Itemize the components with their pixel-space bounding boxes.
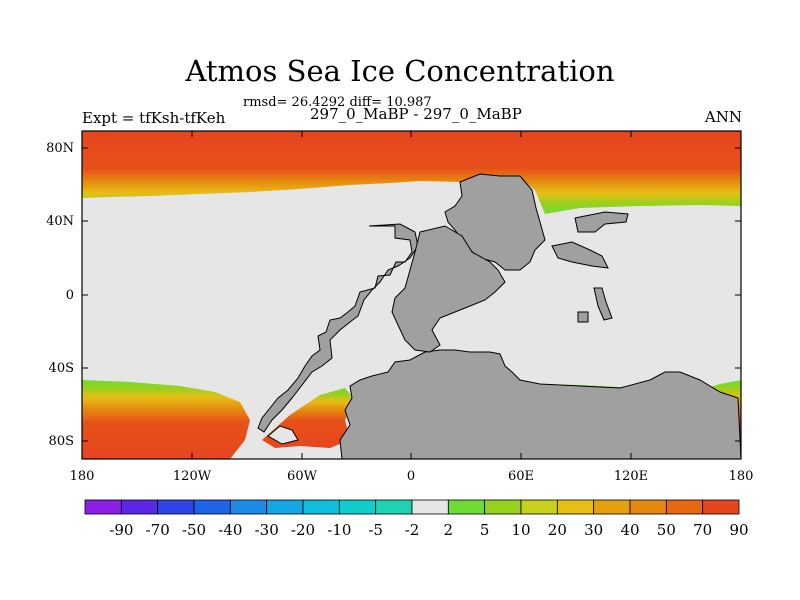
colorbar-label: -5 [368, 521, 383, 539]
colorbar-swatch [193, 499, 231, 515]
lat-tick-label: 80S [49, 434, 74, 449]
colorbar-swatch [411, 499, 449, 515]
lat-tick-label: 40S [49, 361, 74, 376]
lon-tick-label: 0 [407, 469, 415, 484]
colorbar-swatch [447, 499, 486, 515]
colorbar-label: -2 [405, 521, 420, 539]
americas-land [257, 223, 419, 433]
lon-tick-label: 120E [614, 469, 648, 484]
lon-tick-label: 120W [173, 469, 212, 484]
colorbar-label: -50 [182, 521, 206, 539]
colorbar-swatch [702, 499, 740, 515]
colorbar-swatch [338, 499, 377, 515]
colorbar-label: 2 [444, 521, 454, 539]
colorbar-label: -30 [255, 521, 279, 539]
colorbar-swatch [229, 499, 268, 515]
stats-label: rmsd= 26.4292 diff= 10.987 [243, 95, 432, 110]
plot-title: Atmos Sea Ice Concentration [185, 54, 615, 88]
south-pacific-ice [82, 380, 250, 459]
colorbar-label: 50 [657, 521, 676, 539]
colorbar-swatch [556, 499, 595, 515]
lon-tick-label: 60W [287, 469, 318, 484]
colorbar-swatch [375, 499, 413, 515]
southern-ocean-opening [267, 425, 299, 445]
colorbar-label: 20 [548, 521, 567, 539]
axis-ticks [81, 131, 742, 459]
experiment-label: Expt = tfKsh-tfKeh [82, 109, 226, 127]
lat-tick-label: 80N [46, 141, 74, 156]
gondwana-land [339, 349, 741, 459]
east-island-land [551, 241, 609, 269]
lon-tick-label: 180 [70, 469, 95, 484]
colorbar-swatch [520, 499, 558, 515]
lat-tick-label: 0 [66, 288, 74, 303]
colorbar-label: 90 [729, 521, 748, 539]
colorbar-swatch [302, 499, 340, 515]
east-island-land [593, 287, 613, 321]
colorbar-swatch [629, 499, 667, 515]
colorbar-label: 10 [511, 521, 530, 539]
colorbar-swatch [84, 499, 122, 515]
colorbar-label: -10 [327, 521, 351, 539]
run-label: 297_0_MaBP - 297_0_MaBP [310, 105, 522, 123]
lat-tick-label: 40N [46, 214, 74, 229]
colorbar: -90 -70 -50 -40 -30 -20 -10 -5 -2 2 5 10 20 30 40 50 70 9… [84, 499, 749, 539]
colorbar-swatch [665, 499, 704, 515]
lon-tick-label: 60E [508, 469, 534, 484]
colorbar-swatch [593, 499, 631, 515]
season-label: ANN [704, 108, 742, 126]
colorbar-swatch [266, 499, 304, 515]
map-field [82, 131, 741, 459]
arctic-ice-band [82, 131, 741, 214]
colorbar-label: -70 [146, 521, 170, 539]
colorbar-swatch [120, 499, 159, 515]
colorbar-label: -40 [218, 521, 242, 539]
colorbar-swatch [157, 499, 195, 515]
colorbar-label: 30 [584, 521, 603, 539]
colorbar-swatch [484, 499, 522, 515]
lon-tick-label: 180 [729, 469, 754, 484]
east-island-land [574, 211, 629, 233]
colorbar-label: 70 [693, 521, 712, 539]
colorbar-label: 40 [620, 521, 639, 539]
colorbar-label: -20 [291, 521, 315, 539]
colorbar-label: 5 [480, 521, 490, 539]
east-island-land [577, 311, 589, 323]
colorbar-label: -90 [109, 521, 133, 539]
africa-eurasia-land [444, 173, 546, 271]
central-land [391, 225, 506, 353]
